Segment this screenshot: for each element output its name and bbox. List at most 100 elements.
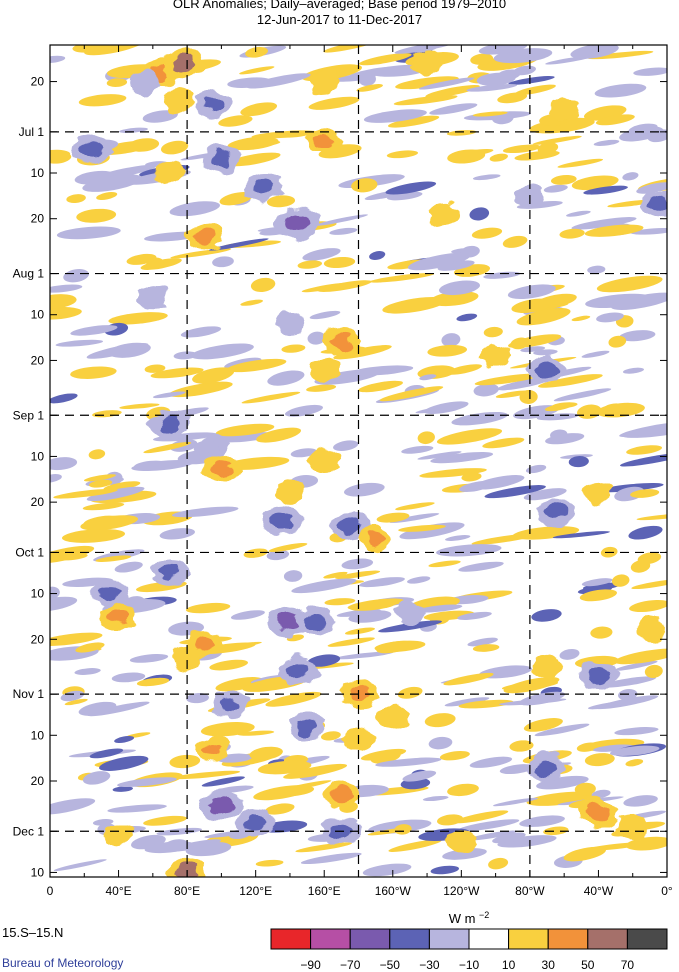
- region-label: 15.S–15.N: [2, 925, 64, 940]
- anomaly-patch: [327, 637, 375, 647]
- anomaly-region-outer: [129, 69, 159, 94]
- anomaly-patch: [484, 485, 546, 499]
- colorbar-label: 30: [542, 958, 556, 972]
- anomaly-patch: [608, 335, 627, 348]
- anomaly-region-core: [330, 334, 353, 350]
- x-tick-label: 80°W: [515, 884, 545, 898]
- anomaly-patch: [126, 253, 157, 265]
- y-tick-label: Aug 1: [13, 267, 45, 281]
- anomaly-patch: [136, 677, 170, 687]
- anomaly-patch: [471, 227, 503, 239]
- anomaly-patch: [644, 664, 663, 678]
- anomaly-region-outer: [584, 481, 613, 505]
- anomaly-patch: [173, 351, 198, 360]
- anomaly-patch: [557, 158, 604, 168]
- anomaly-patch: [458, 561, 504, 572]
- anomaly-patch: [508, 334, 562, 348]
- anomaly-patch: [428, 560, 461, 568]
- anomaly-patch: [264, 803, 295, 815]
- anomaly-patch: [128, 138, 160, 152]
- anomaly-patch: [257, 760, 312, 775]
- anomaly-patch: [111, 672, 146, 683]
- anomaly-patch: [497, 92, 528, 104]
- anomaly-patch: [376, 640, 413, 654]
- anomaly-patch: [251, 140, 281, 147]
- anomaly-patch: [362, 863, 412, 877]
- anomaly-patch: [344, 627, 376, 635]
- anomaly-patch: [108, 312, 168, 325]
- anomaly-patch: [86, 486, 145, 502]
- anomaly-patch: [268, 542, 308, 553]
- anomaly-patch: [50, 284, 83, 293]
- anomaly-patch: [237, 730, 275, 736]
- credit-text: Bureau of Meteorology: [2, 956, 124, 970]
- anomaly-patch: [117, 777, 177, 787]
- anomaly-patch: [436, 814, 464, 826]
- anomaly-patch: [472, 174, 501, 181]
- anomaly-patch: [499, 764, 535, 775]
- anomaly-patch: [83, 474, 116, 482]
- anomaly-patch: [171, 506, 239, 518]
- anomaly-region-core: [545, 503, 566, 519]
- anomaly-patch: [50, 596, 78, 612]
- y-tick-label: 10: [31, 166, 45, 180]
- anomaly-region-core: [536, 362, 558, 378]
- colorbar-swatch: [270, 928, 312, 950]
- anomaly-patch: [628, 525, 663, 540]
- anomaly-patch: [419, 468, 487, 478]
- anomaly-patch: [53, 859, 107, 871]
- anomaly-patch: [419, 374, 437, 381]
- anomaly-patch: [566, 210, 591, 217]
- anomaly-region-outer: [275, 311, 305, 336]
- anomaly-patch: [89, 748, 124, 759]
- anomaly-patch: [509, 740, 534, 752]
- anomaly-patch: [619, 126, 664, 142]
- anomaly-patch: [417, 604, 463, 613]
- anomaly-patch: [70, 325, 118, 336]
- anomaly-patch: [596, 312, 624, 323]
- anomaly-patch: [150, 367, 204, 379]
- colorbar-swatch: [310, 928, 351, 950]
- anomaly-patch: [424, 713, 456, 728]
- colorbar-swatch: [547, 928, 589, 950]
- anomaly-patch: [333, 440, 359, 451]
- anomaly-region-core: [305, 613, 326, 629]
- anomaly-patch: [323, 45, 377, 53]
- anomaly-patch: [169, 201, 220, 217]
- anomaly-patch: [587, 701, 627, 710]
- anomaly-patch: [324, 598, 356, 606]
- anomaly-patch: [393, 95, 458, 106]
- anomaly-patch: [553, 388, 612, 402]
- anomaly-patch: [350, 365, 414, 376]
- anomaly-patch: [246, 73, 311, 89]
- anomaly-patch: [108, 342, 151, 358]
- anomaly-patch: [209, 659, 249, 671]
- anomaly-patch: [429, 103, 478, 115]
- anomaly-patch: [343, 482, 385, 497]
- x-axis: 0 40°E 80°E 120°E 160°E 160°W 120°W 80°W 40°W 0°: [47, 45, 673, 898]
- anomaly-patch: [552, 531, 610, 539]
- anomaly-patch: [80, 515, 139, 531]
- anomaly-patch: [323, 256, 356, 269]
- anomaly-patch: [568, 456, 589, 468]
- anomaly-patch: [218, 115, 253, 127]
- anomaly-patch: [550, 174, 577, 185]
- anomaly-patch: [290, 448, 317, 458]
- anomaly-patch: [280, 785, 315, 797]
- anomaly-patch: [241, 391, 301, 404]
- y-tick-label: 10: [31, 865, 45, 879]
- anomaly-patch: [447, 783, 479, 797]
- anomaly-patch: [559, 228, 585, 239]
- anomaly-patch: [180, 326, 222, 338]
- anomaly-patch: [544, 403, 573, 412]
- anomaly-patch: [581, 350, 610, 358]
- anomaly-patch: [376, 512, 410, 523]
- anomaly-patch: [519, 815, 565, 827]
- anomaly-patch: [457, 611, 492, 620]
- anomaly-patch: [283, 570, 303, 582]
- anomaly-patch: [629, 599, 667, 613]
- anomaly-region-outer: [308, 357, 340, 382]
- anomaly-patch: [307, 331, 326, 345]
- anomaly-patch: [537, 142, 559, 155]
- anomaly-patch: [563, 846, 607, 862]
